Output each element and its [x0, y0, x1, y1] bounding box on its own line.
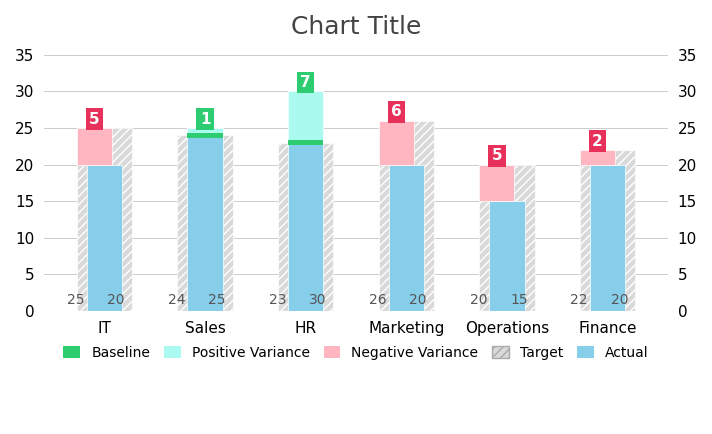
Bar — [389, 164, 424, 311]
Text: 2: 2 — [592, 134, 603, 148]
Bar — [489, 201, 525, 311]
Text: 20: 20 — [611, 293, 628, 307]
Bar — [479, 164, 515, 201]
Text: 20: 20 — [470, 293, 487, 307]
Bar — [278, 143, 333, 311]
Bar — [379, 121, 414, 164]
Bar — [288, 92, 323, 143]
Text: 5: 5 — [89, 112, 100, 127]
Text: 25: 25 — [68, 293, 85, 307]
Bar — [379, 121, 434, 311]
Text: 15: 15 — [510, 293, 528, 307]
Bar — [187, 133, 223, 138]
Text: 20: 20 — [409, 293, 426, 307]
Text: 22: 22 — [570, 293, 588, 307]
Title: Chart Title: Chart Title — [290, 15, 422, 39]
Bar — [87, 164, 122, 311]
Text: 24: 24 — [168, 293, 185, 307]
Text: 20: 20 — [108, 293, 125, 307]
Bar — [77, 128, 132, 311]
Text: 5: 5 — [491, 148, 502, 163]
Text: 7: 7 — [300, 75, 311, 90]
Bar — [177, 135, 233, 311]
Bar — [590, 164, 625, 311]
Bar — [580, 150, 615, 164]
Bar — [187, 128, 223, 311]
Bar — [479, 164, 535, 311]
Text: 25: 25 — [208, 293, 226, 307]
Text: 26: 26 — [369, 293, 387, 307]
Bar — [580, 150, 635, 311]
Bar — [187, 128, 223, 135]
Bar — [288, 141, 323, 145]
Text: 6: 6 — [391, 104, 402, 119]
Text: 30: 30 — [309, 293, 326, 307]
Text: 1: 1 — [200, 112, 210, 127]
Bar — [77, 128, 112, 164]
Bar — [288, 92, 323, 311]
Legend: Baseline, Positive Variance, Negative Variance, Target, Actual: Baseline, Positive Variance, Negative Va… — [58, 340, 654, 365]
Text: 23: 23 — [268, 293, 286, 307]
